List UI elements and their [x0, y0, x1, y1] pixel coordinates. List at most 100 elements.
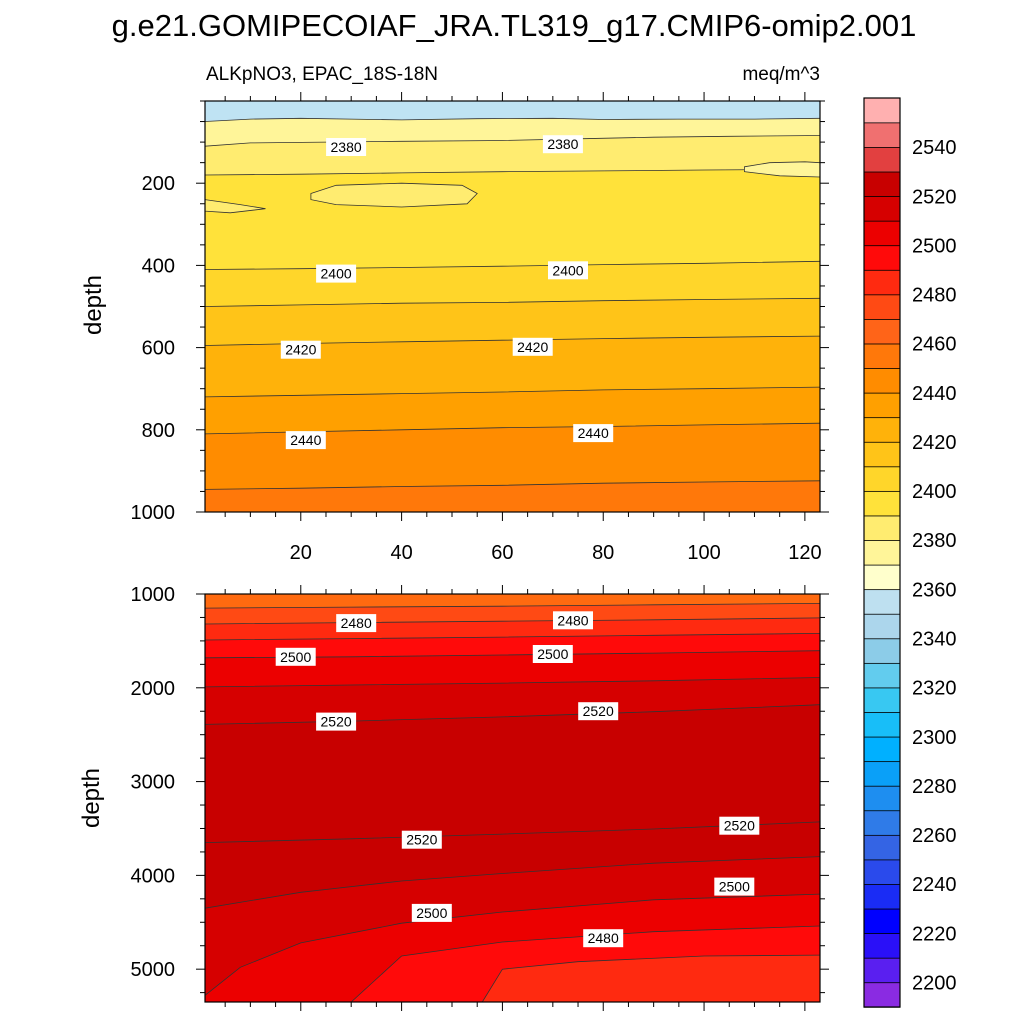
contour-line-2520	[205, 704, 820, 725]
contour-label: 2420	[285, 342, 316, 358]
colorbar-swatch	[863, 318, 901, 345]
colorbar-swatch	[863, 515, 901, 541]
contour-label: 2500	[537, 646, 568, 662]
contour-label: 2380	[331, 139, 362, 155]
contour-label-box	[316, 712, 357, 731]
contour-label-box	[512, 337, 553, 356]
colorbar-swatch	[863, 662, 901, 689]
colorbar-swatch	[863, 785, 901, 812]
x-tick-label: 80	[592, 542, 614, 564]
contour-line-2500	[205, 893, 820, 996]
y-tick-label: 5000	[131, 959, 176, 981]
colorbar-tick-label: 2340	[912, 629, 957, 651]
x-tick-label: 60	[491, 542, 513, 564]
contour-label-box	[401, 830, 442, 849]
contour-line-2370	[205, 117, 820, 122]
colorbar-tick-label: 2280	[912, 776, 957, 798]
contour-label: 2520	[724, 818, 755, 834]
y-tick-label: 400	[142, 255, 175, 277]
colorbar-swatch	[863, 932, 901, 959]
top-ylabel: depth	[80, 275, 107, 335]
contour-label-box	[280, 340, 321, 359]
contour-feature-2380	[744, 161, 820, 178]
colorbar-frame	[863, 97, 901, 1008]
colorbar-tick-label: 2400	[912, 481, 957, 503]
colorbar-tick-label: 2500	[912, 235, 957, 257]
contour-feature-2390	[310, 182, 478, 208]
contour-label-box	[553, 611, 593, 630]
colorbar-tick-label: 2320	[912, 678, 957, 700]
contour-line-2480	[205, 617, 820, 625]
contour-label-box	[285, 431, 326, 450]
colorbar-swatch	[863, 490, 901, 517]
colorbar-swatch	[863, 613, 901, 640]
contour-label-box	[316, 264, 357, 283]
colorbar-swatch	[863, 97, 901, 124]
contour-line-2390	[205, 168, 820, 176]
colorbar-tick-label: 2380	[912, 530, 957, 552]
colorbar-swatch	[863, 957, 901, 984]
contour-label-box	[578, 702, 619, 721]
contour-label: 2500	[719, 879, 750, 895]
bottom-ylabel: depth	[78, 768, 105, 828]
contour-line-2400	[205, 260, 820, 270]
colorbar-swatch	[863, 810, 901, 836]
colorbar-swatch	[863, 343, 901, 369]
colorbar-swatch	[863, 588, 901, 615]
contour-label-box	[275, 647, 316, 666]
contour-label-box	[532, 645, 573, 663]
colorbar-swatch	[863, 711, 901, 738]
contour-label: 2400	[321, 266, 352, 282]
contour-feature-2390	[205, 199, 266, 214]
contour-label-box	[583, 929, 624, 948]
contour-line-2490	[350, 925, 820, 1002]
colorbar-swatch	[863, 367, 901, 394]
contour-line-2470	[205, 603, 820, 609]
colorbar-swatch	[863, 392, 901, 419]
x-tick-label: 120	[788, 542, 821, 564]
y-tick-label: 4000	[131, 865, 176, 887]
colorbar-tick-label: 2300	[912, 727, 957, 749]
contour-label-box	[719, 816, 760, 835]
y-tick-label: 200	[142, 173, 175, 195]
colorbar-swatch	[863, 908, 901, 934]
variable-label: ALKpNO3, EPAC_18S-18N	[206, 64, 438, 85]
colorbar-tick-label: 2420	[912, 432, 957, 454]
contour-line-2480	[481, 954, 820, 1002]
contour-label: 2480	[557, 612, 588, 628]
contour-label: 2500	[280, 649, 311, 665]
colorbar-swatch	[863, 466, 901, 492]
contour-label-box	[714, 877, 755, 896]
contour-label: 2500	[416, 905, 447, 921]
colorbar-swatch	[863, 539, 901, 566]
panel-frame	[204, 593, 821, 1003]
contour-line-2450	[205, 480, 820, 490]
colorbar: 2200 2220 2240 2260 2280 2300 2320 2340 2360 2380…	[863, 97, 957, 1008]
contour-label-box	[326, 138, 367, 156]
contour-label: 2400	[552, 262, 583, 278]
colorbar-tick-label: 2360	[912, 579, 957, 601]
colorbar-swatch	[863, 859, 901, 885]
colorbar-tick-label: 2220	[912, 923, 957, 945]
x-tick-label: 100	[687, 542, 720, 564]
colorbar-tick-label: 2440	[912, 383, 957, 405]
contour-label: 2520	[321, 714, 352, 730]
y-tick-label: 1000	[131, 502, 176, 524]
contour-label: 2420	[517, 339, 548, 355]
contour-label: 2520	[406, 832, 437, 848]
colorbar-swatch	[863, 195, 901, 222]
colorbar-tick-label: 2460	[912, 334, 957, 356]
colorbar-swatch	[863, 122, 901, 148]
colorbar-swatch	[863, 441, 901, 468]
colorbar-swatch	[863, 220, 901, 247]
contour-line-2380	[205, 135, 820, 147]
contour-label-box	[548, 261, 588, 280]
contour-label: 2380	[547, 136, 578, 152]
contour-label: 2440	[578, 425, 609, 441]
colorbar-swatch	[863, 245, 901, 271]
y-tick-label: 3000	[131, 772, 176, 794]
contour-label: 2440	[290, 432, 321, 448]
x-tick-label: 20	[290, 542, 312, 564]
colorbar-tick-label: 2480	[912, 285, 957, 307]
contour-label-box	[573, 424, 614, 443]
